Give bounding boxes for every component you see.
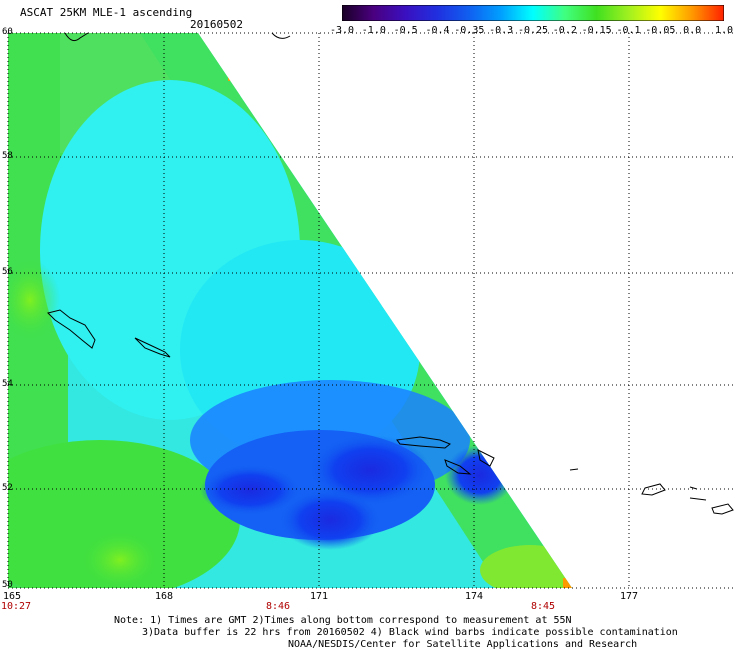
note-line-2: 3)Data buffer is 22 hrs from 20160502 4)… xyxy=(142,627,678,638)
colorbar-tick-label: -0.35 xyxy=(454,25,485,36)
colorbar-tick-label: -0.25 xyxy=(517,25,549,36)
lon-label-168: 168 xyxy=(154,591,174,602)
colorbar-tick-label: -0.2 xyxy=(552,25,577,36)
lat-label-56: 56 xyxy=(2,267,13,277)
lat-label-54: 54 xyxy=(2,379,13,389)
time-label-mid: 8:46 xyxy=(265,601,291,612)
wind-swath xyxy=(8,33,572,588)
graticule xyxy=(7,32,735,589)
island-far-1 xyxy=(569,468,579,471)
colorbar-tick-label: -0.15 xyxy=(581,25,612,36)
lat-label-60: 60 xyxy=(2,27,13,37)
lon-label-171: 171 xyxy=(309,591,329,602)
colorbar-tick-label: -0.4 xyxy=(425,25,450,36)
map-date: 20160502 xyxy=(190,18,243,31)
colorbar-tick-label: -0.1 xyxy=(616,25,641,36)
island-b xyxy=(444,459,472,475)
lon-label-177: 177 xyxy=(619,591,639,602)
colorbar xyxy=(342,5,724,21)
colorbar-tick-label: -3.0 xyxy=(329,25,355,36)
lat-label-58: 58 xyxy=(2,151,13,161)
coastlines xyxy=(47,32,734,515)
colorbar-labels: -3.0 -1.0 -0.5 -0.4 -0.35 -0.3 -0.25 -0.2 -0.15-… xyxy=(329,25,734,37)
island-far-5 xyxy=(711,503,734,515)
coastline-top xyxy=(64,32,89,42)
note-line-1: Note: 1) Times are GMT 2)Times along bot… xyxy=(114,615,572,626)
island-adak xyxy=(396,436,451,449)
colorbar-tick-label: -0.05 xyxy=(645,25,676,36)
island-far-2 xyxy=(641,483,666,496)
lat-label-50: 50 xyxy=(2,580,13,590)
colorbar-tick-label: 1.0 xyxy=(714,25,734,36)
island-attu xyxy=(47,309,96,349)
colorbar-tick-label: -0.3 xyxy=(489,25,514,36)
colorbar-gradient xyxy=(342,5,724,21)
lon-label-165: 165 xyxy=(2,591,22,602)
colorbar-tick-label: -0.5 xyxy=(393,25,418,36)
island-small xyxy=(134,337,171,358)
lon-label-174: 174 xyxy=(464,591,484,602)
island-far-3 xyxy=(689,486,698,490)
coastline-top-right xyxy=(271,32,291,39)
lat-label-52: 52 xyxy=(2,483,13,493)
colorbar-tick-label: 0.0 xyxy=(683,25,702,36)
time-label-east: 8:45 xyxy=(530,601,556,612)
colorbar-tick-label: -1.0 xyxy=(361,25,386,36)
island-c xyxy=(477,449,495,467)
time-label-west: 10:27 xyxy=(0,601,32,612)
island-far-4 xyxy=(689,497,707,501)
map-title: ASCAT 25KM MLE-1 ascending xyxy=(20,6,193,19)
note-line-3: NOAA/NESDIS/Center for Satellite Applica… xyxy=(288,639,638,650)
